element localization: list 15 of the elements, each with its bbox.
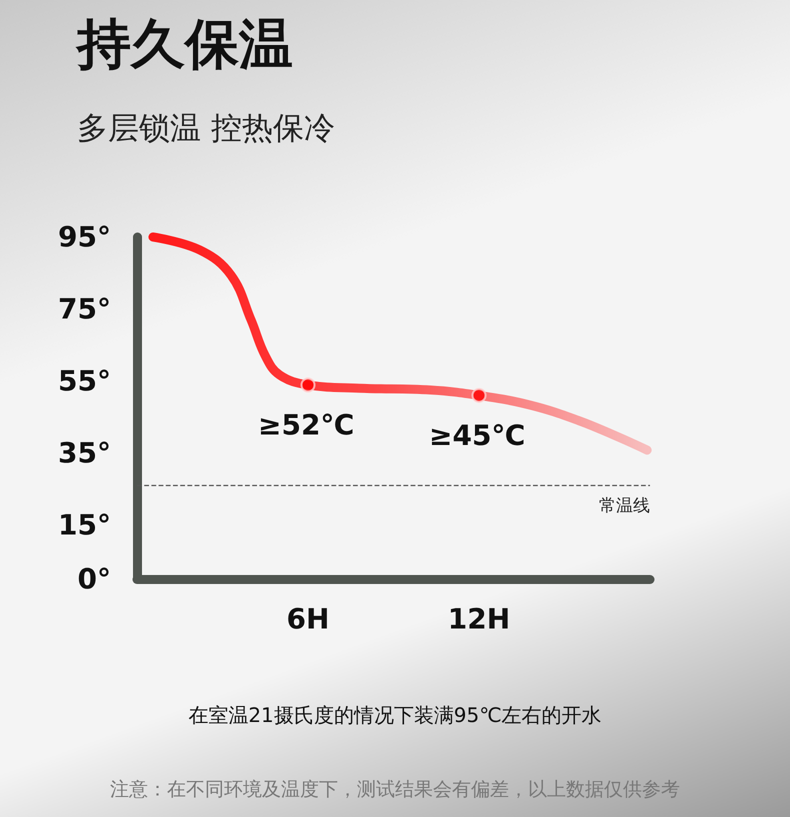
chart-subtitle: 多层锁温 控热保冷 xyxy=(77,110,335,146)
text: 注意：在不同环境及温度下，测试结果会有偏差，以上数据仅供参考 xyxy=(110,778,680,800)
y-tick-label: 15° xyxy=(58,508,111,542)
ref-line-label: 常温线 xyxy=(599,496,650,516)
chart-title: 持久保温 xyxy=(75,12,293,76)
text: 在室温21摄氏度的情况下装满95℃左右的开水 xyxy=(188,703,602,727)
y-tick-label: 95° xyxy=(58,220,111,254)
y-tick-label: 35° xyxy=(58,436,111,470)
y-tick-label: 55° xyxy=(58,364,111,398)
x-tick-label: 6H xyxy=(286,602,330,636)
annotation: ≥52℃ xyxy=(258,408,354,442)
x-tick-label: 12H xyxy=(448,602,510,636)
annotation: ≥45℃ xyxy=(429,418,526,452)
y-tick-label: 75° xyxy=(58,292,111,326)
y-tick-label: 0° xyxy=(78,562,111,596)
